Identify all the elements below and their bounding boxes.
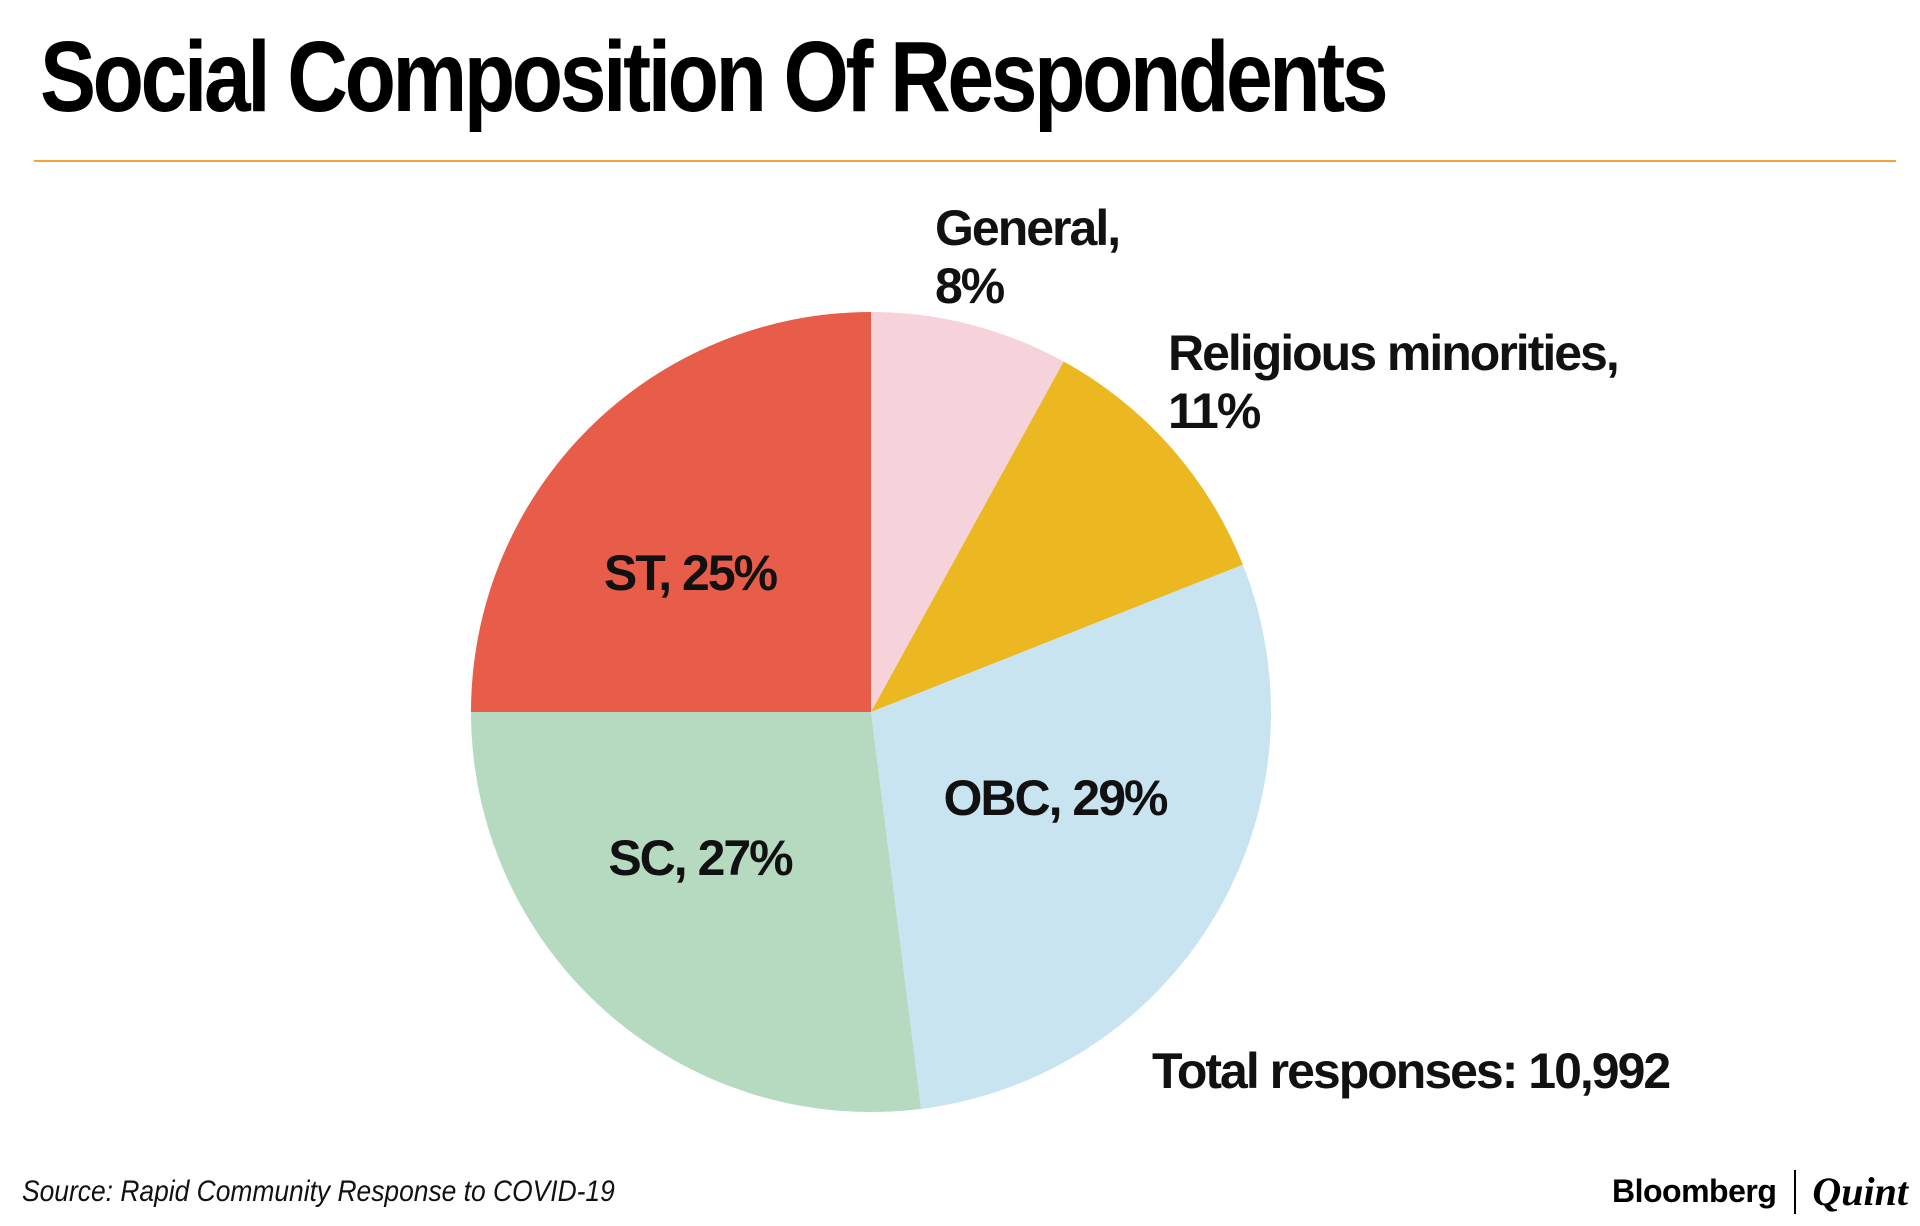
pie-slices xyxy=(471,312,1272,1113)
data-label-obc: OBC, 29% xyxy=(944,770,1169,826)
source-note: Source: Rapid Community Response to COVI… xyxy=(22,1175,615,1208)
data-label-sc: SC, 27% xyxy=(608,830,793,886)
data-label-st-line1: ST, 25% xyxy=(604,545,778,601)
pie-slice-religious-minorities xyxy=(871,361,1243,712)
logo-separator xyxy=(1794,1169,1797,1214)
pie-slice-general xyxy=(871,312,1064,712)
pie-slice-st xyxy=(471,312,871,712)
data-label-sc-line1: SC, 27% xyxy=(608,830,793,886)
chart-title: Social Composition Of Respondents xyxy=(40,21,1389,133)
data-label-general-line1: General, xyxy=(935,200,1119,256)
data-label-religious-minorities-line2: 11% xyxy=(1168,383,1261,439)
logo-bloomberg: Bloomberg xyxy=(1612,1173,1777,1209)
data-label-general-line2: 8% xyxy=(935,258,1005,314)
pie-labels: General, 8% Religious minorities, 11% OBC, 2… xyxy=(604,200,1620,886)
title-divider xyxy=(34,160,1896,162)
pie-slice-sc xyxy=(471,712,922,1113)
data-label-obc-line1: OBC, 29% xyxy=(944,770,1169,826)
pie-slice-obc xyxy=(871,564,1272,1109)
logo-quint: Quint xyxy=(1812,1169,1908,1214)
data-label-st: ST, 25% xyxy=(604,545,778,601)
data-label-religious-minorities: Religious minorities, 11% xyxy=(1168,325,1618,439)
data-label-general: General, 8% xyxy=(935,200,1119,314)
total-responses-annotation: Total responses: 10,992 xyxy=(1152,1043,1669,1099)
publisher-logo: Bloomberg Quint xyxy=(1612,1168,1908,1215)
data-label-religious-minorities-line1: Religious minorities, xyxy=(1168,325,1618,381)
